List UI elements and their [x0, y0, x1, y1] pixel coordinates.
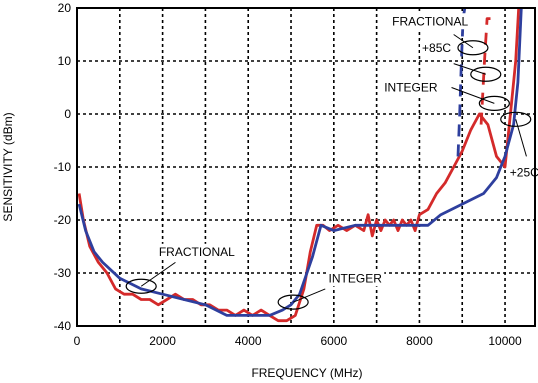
annotation-ellipse-3	[500, 111, 532, 127]
x-tick-labels: 0 2000 4000 6000 8000 10000	[74, 334, 522, 348]
series-line-2	[479, 17, 491, 125]
annotation-label-3: +25C	[510, 165, 538, 179]
y-tick-label: 20	[58, 1, 72, 15]
annotation-leader-2	[451, 87, 495, 104]
annotation-label-5: INTEGER	[329, 271, 383, 285]
x-tick-label: 8000	[406, 334, 433, 348]
annotation-label-0: FRACTIONAL	[392, 14, 468, 28]
annotation-label-4: FRACTIONAL	[159, 245, 235, 259]
x-tick-label: 6000	[320, 334, 347, 348]
annotation-ellipse-5	[277, 294, 309, 310]
y-axis-label: SENSITIVITY (dBm)	[1, 112, 15, 221]
x-tick-label: 0	[74, 334, 81, 348]
annotation-ellipse-4	[125, 278, 157, 294]
annotation-label-1: +85C	[422, 41, 451, 55]
annotation-leader-1	[453, 63, 486, 75]
x-tick-label: 2000	[149, 334, 176, 348]
series-line-1	[77, 7, 523, 317]
y-tick-label: 10	[58, 54, 72, 68]
x-tick-label: 10000	[488, 334, 522, 348]
annotation-leader-4	[140, 261, 176, 287]
annotation-leader-5	[292, 288, 326, 303]
series-line-3	[456, 7, 467, 157]
plot-frame	[76, 7, 536, 327]
annotation-leader-0	[453, 34, 474, 49]
x-axis-label: FREQUENCY (MHz)	[251, 366, 362, 380]
y-tick-label: 0	[64, 107, 71, 121]
annotation-ellipse-0	[457, 40, 489, 56]
annotation-ellipse-1	[470, 66, 502, 82]
y-tick-labels: -40 -30 -20 -10 0 10 20	[54, 1, 72, 333]
annotation-layer: FRACTIONAL +85C INTEGER +25C FRACTIONAL INTEG…	[125, 13, 538, 310]
annotation-leader-3	[515, 119, 527, 157]
y-tick-label: -40	[54, 319, 72, 333]
annotation-ellipse-2	[478, 95, 510, 112]
y-tick-label: -10	[54, 160, 72, 174]
annotation-label-2: INTEGER	[384, 81, 438, 95]
y-tick-label: -30	[54, 266, 72, 280]
y-tick-label: -20	[54, 213, 72, 227]
x-tick-label: 4000	[235, 334, 262, 348]
